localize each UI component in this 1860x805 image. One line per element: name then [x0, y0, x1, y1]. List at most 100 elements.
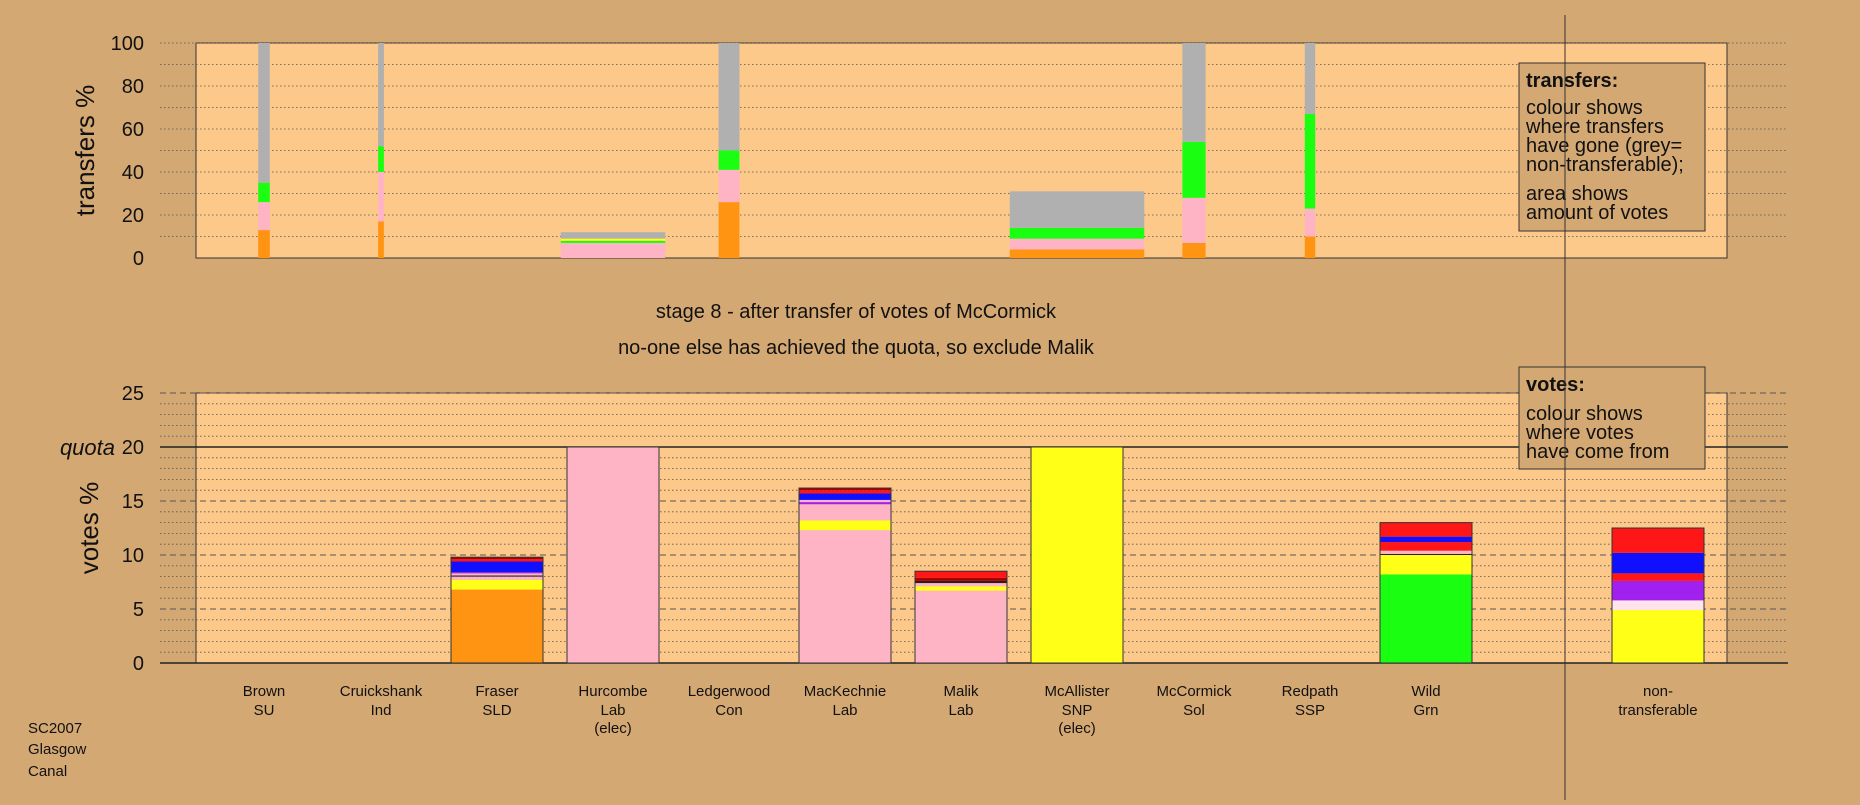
transfer-segment: [1182, 43, 1206, 142]
transfers-y-tick-label: 60: [122, 119, 144, 141]
transfer-segment: [1009, 249, 1145, 258]
candidate-name-label: McAllister: [1044, 683, 1109, 700]
transfers-y-axis-label: transfers %: [70, 85, 100, 217]
transfers-panel: 0 20 40 60 80 100 transfers % transfers: colour …: [70, 33, 1788, 270]
votes-y-tick-label: 20: [122, 437, 144, 459]
transfer-segment: [378, 172, 384, 222]
transfers-y-tick-label: 100: [111, 33, 144, 55]
vote-segment: [451, 572, 543, 574]
vote-segment: [1380, 536, 1472, 543]
transfer-segment: [1304, 43, 1316, 114]
transfers-y-tick-label: 0: [133, 248, 144, 270]
candidate-party-label: SU: [254, 702, 275, 719]
candidate-party-label: SLD: [482, 702, 511, 719]
transfer-segment: [258, 202, 270, 231]
vote-segment: [799, 493, 891, 500]
vote-segment: [567, 447, 659, 663]
transfers-legend-line: amount of votes: [1526, 202, 1668, 224]
transfer-segment: [1304, 236, 1316, 258]
vote-segment: [799, 530, 891, 663]
vote-bar-outline: [566, 446, 660, 664]
candidate-party-label: Ind: [371, 702, 392, 719]
vote-segment: [1612, 600, 1704, 611]
vote-segment: [451, 573, 543, 576]
vote-segment: [915, 590, 1007, 663]
vote-segment: [915, 577, 1007, 581]
votes-y-tick-label: 10: [122, 545, 144, 567]
transfers-y-tick-label: 40: [122, 162, 144, 184]
transfer-segment: [560, 232, 666, 239]
vote-segment: [1380, 553, 1472, 555]
vote-segment: [799, 504, 891, 521]
transfer-segment: [718, 150, 740, 170]
transfer-segment: [258, 43, 270, 183]
candidate-name-label: Hurcombe: [578, 683, 647, 700]
candidate-name-label: McCormick: [1157, 683, 1232, 700]
vote-segment: [915, 571, 1007, 578]
vote-segment: [1380, 542, 1472, 551]
vote-segment: [1612, 610, 1704, 663]
transfers-legend-line: where transfers: [1525, 116, 1664, 138]
transfer-segment: [258, 230, 270, 258]
candidate-name-label: Fraser: [475, 683, 518, 700]
vote-segment: [451, 561, 543, 573]
vote-segment: [1612, 580, 1704, 597]
vote-segment: [799, 488, 891, 491]
transfers-legend-line: colour shows: [1526, 97, 1643, 119]
vote-segment: [451, 575, 543, 577]
candidate-party-label: Sol: [1183, 702, 1205, 719]
transfer-segment: [718, 202, 740, 258]
votes-legend-line: where votes: [1525, 422, 1634, 444]
transfer-segment: [560, 242, 666, 258]
transfers-y-tick-label: 80: [122, 76, 144, 98]
vote-segment: [1612, 528, 1704, 553]
vote-bar-outline: [450, 556, 544, 664]
candidate-party-label: Grn: [1413, 702, 1438, 719]
vote-segment: [915, 586, 1007, 591]
votes-legend-line: colour shows: [1526, 403, 1643, 425]
votes-legend-title: votes:: [1526, 374, 1585, 396]
votes-y-tick-label: 25: [122, 383, 144, 405]
vote-segment: [1031, 447, 1123, 663]
candidate-name-label: Brown: [243, 683, 286, 700]
candidate-party-label: SNP: [1062, 702, 1093, 719]
candidate-elected-label: (elec): [594, 720, 632, 737]
vote-segment: [915, 580, 1007, 584]
vote-segment: [1612, 596, 1704, 601]
footer-line-2: Glasgow: [28, 741, 87, 758]
vote-segment: [1380, 555, 1472, 575]
candidate-party-label: Lab: [600, 702, 625, 719]
candidate-party-label: transferable: [1618, 702, 1697, 719]
vote-segment: [1612, 573, 1704, 581]
transfers-legend-line: area shows: [1526, 183, 1628, 205]
votes-legend-line: have come from: [1526, 441, 1669, 463]
vote-segment: [1612, 552, 1704, 574]
transfer-segment: [378, 221, 384, 258]
transfer-segment: [1304, 113, 1316, 209]
candidate-party-label: Lab: [832, 702, 857, 719]
transfer-segment: [1009, 227, 1145, 239]
transfer-segment: [1182, 242, 1206, 258]
votes-y-tick-label: 5: [133, 599, 144, 621]
vote-segment: [451, 576, 543, 580]
stage-title: stage 8 - after transfer of votes of McC…: [656, 301, 1057, 323]
transfer-segment: [1009, 191, 1145, 228]
vote-segment: [451, 557, 543, 560]
candidate-name-label: Wild: [1411, 683, 1440, 700]
votes-panel: 0 5 10 15 25 20 quota votes % Brown SU Cruickshank…: [60, 366, 1788, 737]
vote-segment: [799, 490, 891, 494]
vote-segment: [799, 502, 891, 505]
vote-bar-outline: [1611, 527, 1705, 664]
candidate-name-label: MacKechnie: [804, 683, 887, 700]
transfer-segment: [1009, 238, 1145, 250]
transfer-segment: [258, 182, 270, 203]
vote-bar-outline: [914, 570, 1008, 664]
footer-line-3: Canal: [28, 763, 67, 780]
transfer-segment: [1182, 141, 1206, 198]
transfer-segment: [1304, 208, 1316, 237]
candidate-name-label: Malik: [943, 683, 979, 700]
candidate-elected-label: (elec): [1058, 720, 1096, 737]
candidate-name-label: Cruickshank: [340, 683, 423, 700]
vote-segment: [799, 520, 891, 531]
transfer-segment: [718, 43, 740, 151]
